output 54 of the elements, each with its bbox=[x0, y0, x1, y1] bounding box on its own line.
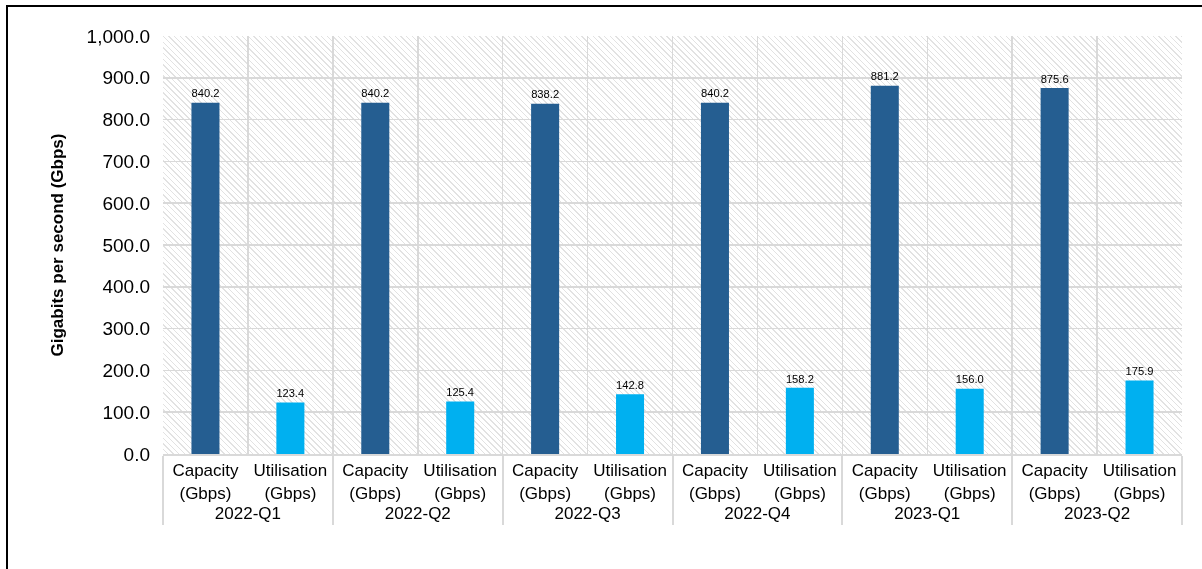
data-label: 881.2 bbox=[870, 70, 899, 83]
data-label: 875.6 bbox=[1040, 72, 1069, 85]
bar bbox=[785, 387, 814, 454]
x-tick-label: 2022-Q3 bbox=[554, 504, 621, 524]
y-tick-label: 500.0 bbox=[102, 234, 150, 256]
text: Utilisation (Gbps) bbox=[423, 461, 498, 503]
text: Capacity (Gbps) bbox=[342, 461, 409, 503]
y-tick-label: 900.0 bbox=[102, 67, 150, 89]
y-tick-label: 400.0 bbox=[102, 276, 150, 298]
y-tick-label: 800.0 bbox=[102, 109, 150, 131]
text: Utilisation (Gbps) bbox=[593, 461, 667, 503]
data-label: 158.2 bbox=[785, 372, 814, 385]
y-tick-label: 100.0 bbox=[102, 401, 150, 423]
text: Utilisation (Gbps) bbox=[763, 461, 837, 503]
data-label: 142.8 bbox=[616, 378, 645, 391]
bar bbox=[446, 401, 475, 454]
y-tick-label: 300.0 bbox=[102, 318, 150, 340]
x-tick-label: 2023-Q1 bbox=[894, 504, 961, 524]
x-tick-label: 2022-Q1 bbox=[214, 504, 282, 524]
y-tick-label: 1,000.0 bbox=[86, 25, 150, 47]
bar bbox=[616, 394, 645, 454]
data-label: 156.0 bbox=[955, 373, 984, 386]
x-tick-label: 2023-Q2 bbox=[1063, 504, 1131, 524]
data-label: 175.9 bbox=[1125, 365, 1154, 378]
text: Capacity (Gbps) bbox=[172, 461, 239, 503]
bar bbox=[870, 85, 899, 454]
data-label: 840.2 bbox=[191, 87, 220, 100]
data-label: 838.2 bbox=[531, 88, 560, 101]
x-tick-label: 2022-Q4 bbox=[724, 504, 791, 524]
data-label: 840.2 bbox=[700, 87, 729, 100]
bar bbox=[700, 102, 729, 454]
data-label: 840.2 bbox=[361, 87, 390, 100]
bar bbox=[276, 402, 305, 454]
y-tick-label: 700.0 bbox=[102, 151, 150, 173]
y-axis-title: Gigabits per second (Gbps) bbox=[48, 133, 68, 357]
y-tick-label: 200.0 bbox=[102, 360, 150, 382]
bar bbox=[955, 388, 984, 454]
text: Capacity (Gbps) bbox=[512, 461, 579, 503]
series-label: Capacity (Gbps) bbox=[1021, 461, 1089, 503]
bar bbox=[191, 102, 220, 454]
text: Utilisation (Gbps) bbox=[932, 461, 1007, 503]
x-tick-label: 2022-Q2 bbox=[384, 504, 451, 524]
bar bbox=[1125, 380, 1154, 454]
series-label: Utilisation (Gbps) bbox=[253, 461, 328, 503]
y-tick-label: 0.0 bbox=[123, 443, 150, 465]
text: Capacity (Gbps) bbox=[851, 461, 918, 503]
data-label: 125.4 bbox=[446, 386, 474, 399]
text: Utilisation (Gbps) bbox=[1102, 461, 1177, 503]
text: Capacity (Gbps) bbox=[681, 461, 749, 503]
bar bbox=[531, 103, 560, 454]
data-label: 123.4 bbox=[276, 387, 305, 400]
y-tick-label: 600.0 bbox=[102, 192, 150, 214]
bar bbox=[1040, 88, 1069, 454]
bar bbox=[361, 102, 390, 454]
